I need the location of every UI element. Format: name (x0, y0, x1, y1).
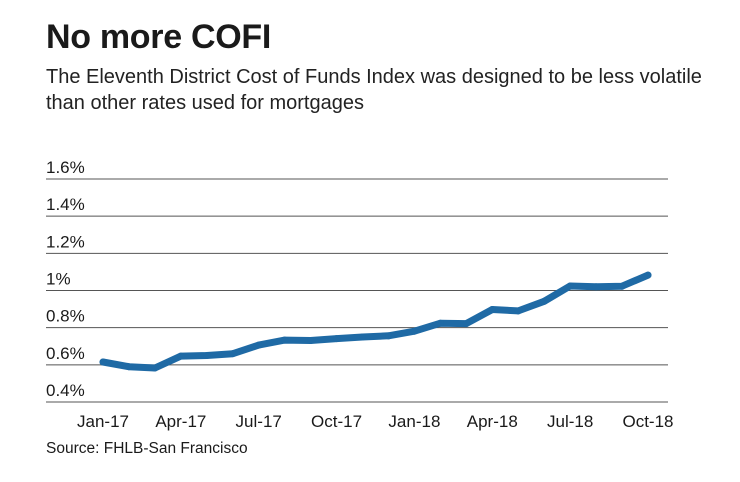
data-point (384, 332, 392, 340)
x-tick-label: Apr-17 (155, 412, 206, 431)
chart-title: No more COFI (46, 18, 271, 56)
x-tick-label: Jan-18 (388, 412, 440, 431)
y-axis-ticks: 0.4% 0.6% 0.8% 1% 1.2% 1.4% 1.6% (46, 158, 85, 400)
data-point (566, 282, 574, 290)
series-line-cofi (99, 271, 652, 372)
data-point (229, 350, 237, 358)
data-point (177, 352, 185, 360)
y-tick-label: 0.4% (46, 381, 85, 400)
y-tick-label: 0.8% (46, 307, 85, 326)
source-note: Source: FHLB-San Francisco (46, 440, 248, 457)
data-point (151, 364, 159, 372)
data-point (410, 327, 418, 335)
data-point (514, 307, 522, 315)
data-point (488, 305, 496, 313)
x-axis-ticks: Jan-17 Apr-17 Jul-17 Oct-17 Jan-18 Apr-18 Jul-… (77, 412, 674, 431)
y-tick-label: 1.2% (46, 232, 85, 251)
x-tick-label: Jul-18 (547, 412, 593, 431)
chart-subtitle: The Eleventh District Cost of Funds Inde… (46, 66, 702, 114)
data-point (333, 335, 341, 343)
y-tick-label: 1% (46, 270, 71, 289)
data-point (359, 333, 367, 341)
data-point (307, 336, 315, 344)
data-point (644, 271, 652, 279)
data-point (592, 283, 600, 291)
data-point (255, 341, 263, 349)
data-point (125, 363, 133, 371)
data-point (540, 297, 548, 305)
series-layer (99, 271, 652, 372)
y-tick-label: 1.4% (46, 195, 85, 214)
x-tick-label: Oct-18 (622, 412, 673, 431)
data-point (436, 319, 444, 327)
x-tick-label: Oct-17 (311, 412, 362, 431)
data-point (99, 358, 107, 366)
data-point (203, 352, 211, 360)
x-tick-label: Apr-18 (467, 412, 518, 431)
x-tick-label: Jan-17 (77, 412, 129, 431)
y-tick-label: 0.6% (46, 344, 85, 363)
y-tick-label: 1.6% (46, 158, 85, 177)
data-point (618, 282, 626, 290)
data-point (462, 320, 470, 328)
x-tick-label: Jul-17 (236, 412, 282, 431)
data-point (281, 336, 289, 344)
